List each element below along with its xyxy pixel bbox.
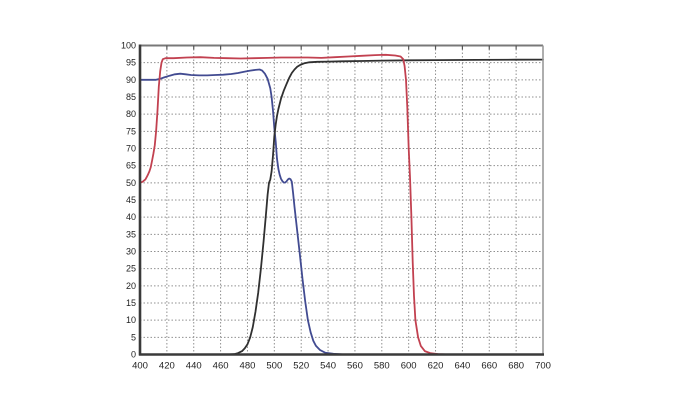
y-tick-label: 65 <box>126 161 136 171</box>
x-tick-label: 420 <box>159 361 175 372</box>
y-tick-label: 85 <box>126 92 136 102</box>
y-tick-label: 70 <box>126 144 136 154</box>
y-tick-label: 30 <box>126 247 136 257</box>
x-tick-label: 600 <box>401 361 417 372</box>
y-tick-label: 95 <box>126 58 136 68</box>
y-tick-label: 45 <box>126 195 136 205</box>
x-tick-label: 580 <box>374 361 390 372</box>
red-curve <box>139 53 544 356</box>
y-tick-label: 75 <box>126 126 136 136</box>
x-tick-label: 700 <box>535 361 551 372</box>
y-tick-label: 10 <box>126 315 136 325</box>
x-tick-label: 480 <box>240 361 256 372</box>
x-tick-label: 560 <box>347 361 363 372</box>
y-tick-label: 90 <box>126 75 136 85</box>
y-tick-label: 5 <box>131 332 136 342</box>
x-tick-label: 440 <box>186 361 202 372</box>
x-tick-label: 660 <box>481 361 497 372</box>
x-tick-label: 680 <box>508 361 524 372</box>
y-tick-label: 25 <box>126 264 136 274</box>
y-tick-label: 40 <box>126 212 136 222</box>
y-tick-label: 15 <box>126 298 136 308</box>
x-tick-label: 620 <box>428 361 444 372</box>
x-tick-label: 500 <box>266 361 282 372</box>
x-tick-label: 640 <box>454 361 470 372</box>
x-tick-label: 460 <box>213 361 229 372</box>
x-tick-label: 520 <box>293 361 309 372</box>
x-tick-label: 540 <box>320 361 336 372</box>
y-tick-label: 100 <box>121 41 136 51</box>
y-tick-label: 35 <box>126 229 136 239</box>
y-tick-label: 50 <box>126 178 136 188</box>
y-tick-label: 0 <box>131 350 136 360</box>
y-tick-label: 80 <box>126 109 136 119</box>
x-tick-label: 400 <box>132 361 148 372</box>
black-curve <box>139 58 544 356</box>
y-tick-label: 20 <box>126 281 136 291</box>
